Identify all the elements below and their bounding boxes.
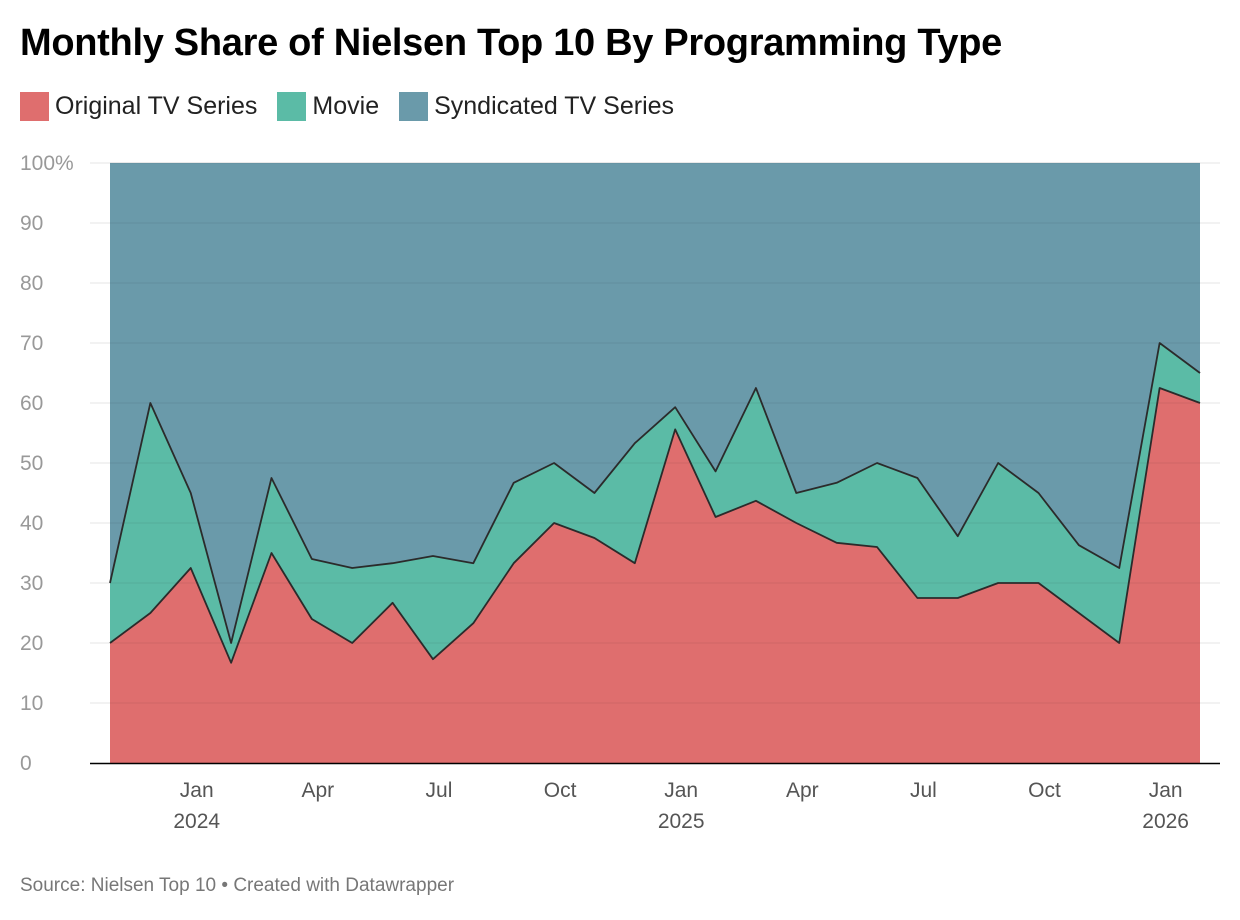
x-tick-year-label: 2024 (173, 810, 220, 833)
x-tick-label: Jul (426, 779, 453, 802)
legend-swatch-movie (277, 92, 307, 121)
legend-item-movie: Movie (277, 92, 379, 121)
x-tick-label: Jan (664, 779, 698, 802)
series-line-original-tv-series (109, 387, 1201, 664)
series-line-movie (109, 342, 1201, 644)
y-tick-label: 0 (20, 752, 32, 775)
x-tick-label: Jan (1149, 779, 1183, 802)
y-tick-label: 100% (20, 152, 74, 175)
x-tick-label: Apr (302, 779, 335, 802)
legend: Original TV Series Movie Syndicated TV S… (20, 92, 694, 121)
area-original-tv-series (110, 388, 1200, 763)
y-tick-label: 70 (20, 332, 43, 355)
axis-layer: 100% 90 80 70 60 50 40 30 20 10 0 Jan 2024 Apr Jul Oct J… (20, 152, 1220, 833)
legend-item-syndicated: Syndicated TV Series (399, 92, 674, 121)
y-tick-label: 30 (20, 572, 43, 595)
x-tick-label: Apr (786, 779, 819, 802)
y-tick-label: 50 (20, 452, 43, 475)
legend-swatch-original (20, 92, 49, 121)
x-tick-label: Oct (544, 779, 577, 802)
x-tick-label: Oct (1028, 779, 1061, 802)
legend-item-original: Original TV Series (20, 92, 257, 121)
area-syndicated-tv-series (110, 163, 1200, 643)
x-tick-label: Jan (180, 779, 214, 802)
y-tick-label: 10 (20, 692, 43, 715)
chart-title: Monthly Share of Nielsen Top 10 By Progr… (20, 22, 1003, 64)
y-tick-label: 80 (20, 272, 43, 295)
x-tick-year-label: 2026 (1142, 810, 1189, 833)
x-tick-year-label: 2025 (658, 810, 705, 833)
line-layer (109, 342, 1201, 664)
y-tick-label: 60 (20, 392, 43, 415)
legend-label-original: Original TV Series (55, 92, 258, 120)
area-movie (110, 343, 1200, 663)
legend-swatch-syndicated (399, 92, 429, 121)
overlay-grid-layer (110, 162, 1200, 704)
y-tick-label: 90 (20, 212, 43, 235)
legend-label-syndicated: Syndicated TV Series (434, 92, 675, 120)
legend-label-movie: Movie (312, 92, 380, 120)
y-tick-label: 40 (20, 512, 43, 535)
area-layer (110, 163, 1200, 763)
source-note: Source: Nielsen Top 10 • Created with Da… (20, 875, 455, 896)
y-tick-label: 20 (20, 632, 43, 655)
x-tick-label: Jul (910, 779, 937, 802)
